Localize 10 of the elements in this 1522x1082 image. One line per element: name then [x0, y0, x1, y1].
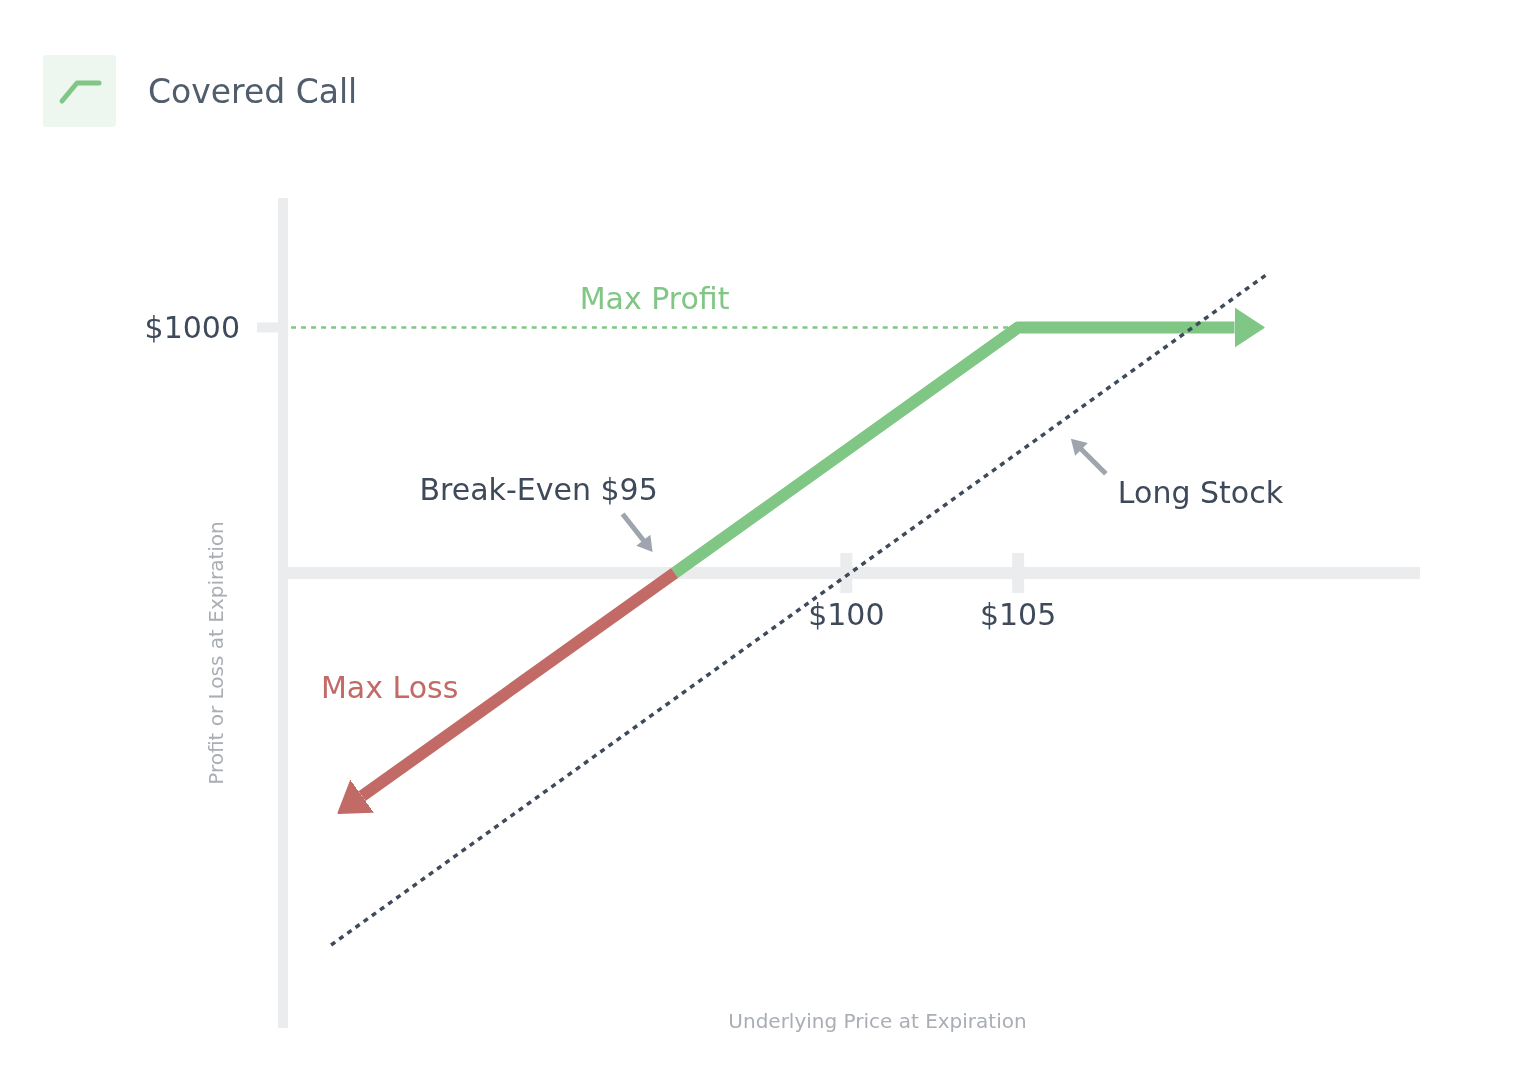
x-tick-label: $105	[979, 597, 1057, 632]
x-axis-title: Underlying Price at Expiration	[728, 1009, 1027, 1033]
x-tick-label: $100	[808, 597, 885, 632]
annotation: Break-Even $95	[419, 472, 658, 507]
text: $1000	[144, 310, 240, 346]
series-label: Max Loss	[320, 669, 459, 705]
y-axis-title: Profit or Loss at Expiration	[204, 521, 228, 785]
text: Long Stock	[1117, 474, 1284, 510]
chart-title: Covered Call	[148, 72, 358, 111]
ref-line-label: Max Profit	[579, 281, 730, 317]
